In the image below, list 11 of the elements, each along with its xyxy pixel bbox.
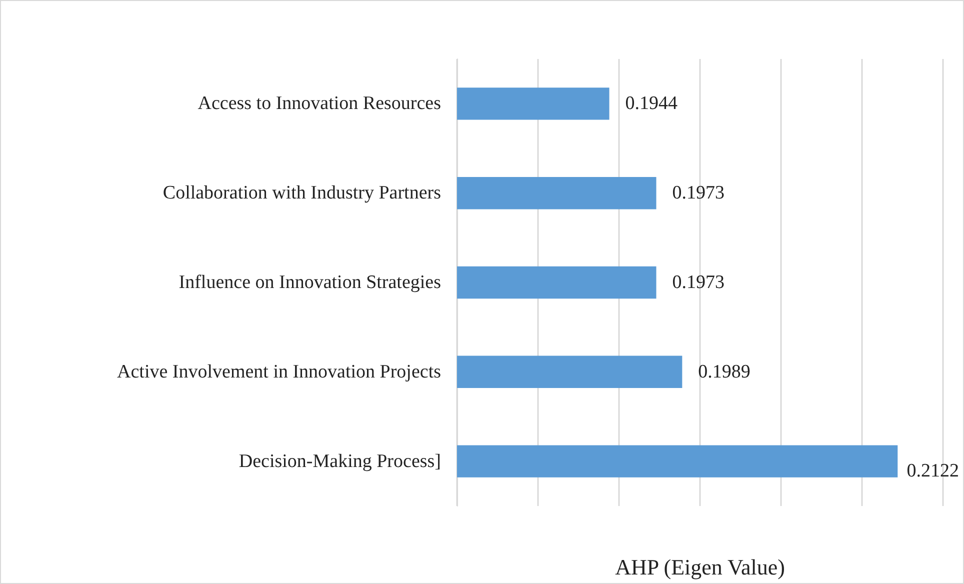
data-label: 0.1973 (672, 182, 725, 204)
x-axis-title: AHP (Eigen Value) (615, 554, 785, 580)
data-label: 0.1944 (625, 93, 678, 114)
y-tick-label: Active Involvement in Innovation Projects (117, 361, 441, 382)
y-tick-label: Decision-Making Process] (238, 450, 441, 472)
data-label: 0.1989 (698, 361, 750, 382)
data-label: 0.1973 (672, 272, 725, 293)
data-label: 0.2122 (906, 460, 959, 482)
y-tick-label: Access to Innovation Resources (198, 93, 441, 114)
y-tick-label: Collaboration with Industry Partners (162, 182, 441, 204)
y-tick-label: Influence on Innovation Strategies (178, 272, 441, 293)
